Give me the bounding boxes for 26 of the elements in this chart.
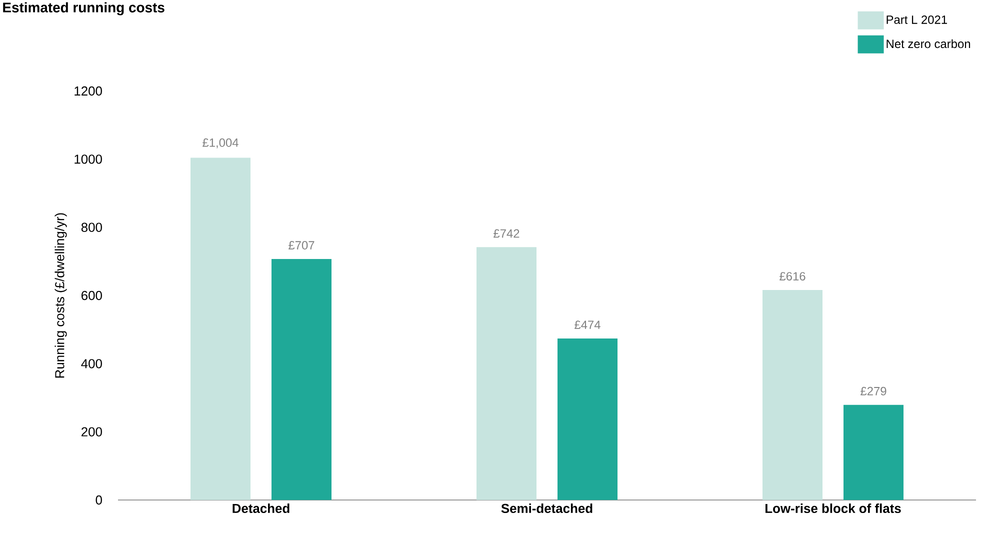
data-label: £1,004 bbox=[202, 138, 238, 148]
y-tick-label: 600 bbox=[82, 290, 102, 300]
x-tick-label: Detached bbox=[232, 504, 290, 514]
bar bbox=[762, 290, 823, 500]
data-label: £742 bbox=[494, 229, 520, 238]
bar bbox=[272, 259, 332, 500]
bar bbox=[558, 338, 618, 500]
y-tick-label: 1200 bbox=[74, 86, 102, 96]
y-tick-label: 400 bbox=[81, 359, 102, 368]
data-label: £474 bbox=[574, 320, 600, 329]
data-label: £616 bbox=[780, 272, 806, 281]
bar bbox=[190, 158, 250, 500]
legend-label: Net zero carbon bbox=[886, 39, 970, 48]
y-tick-label: 200 bbox=[82, 427, 102, 436]
y-tick-label: 1000 bbox=[74, 154, 102, 164]
legend-label: Part L 2021 bbox=[886, 15, 947, 24]
bar bbox=[476, 247, 537, 500]
y-tick-label: 800 bbox=[81, 222, 102, 232]
bar bbox=[844, 404, 904, 500]
data-label: £279 bbox=[860, 386, 886, 396]
chart-title: Estimated running costs bbox=[3, 2, 164, 16]
x-tick-label: Low-rise block of flats bbox=[766, 504, 901, 514]
y-tick-label: 0 bbox=[96, 495, 102, 505]
x-tick-label: Semi-detached bbox=[501, 504, 592, 514]
y-axis-title: Running costs (£/dwelling/yr) bbox=[54, 213, 67, 378]
data-label: £707 bbox=[288, 241, 314, 250]
